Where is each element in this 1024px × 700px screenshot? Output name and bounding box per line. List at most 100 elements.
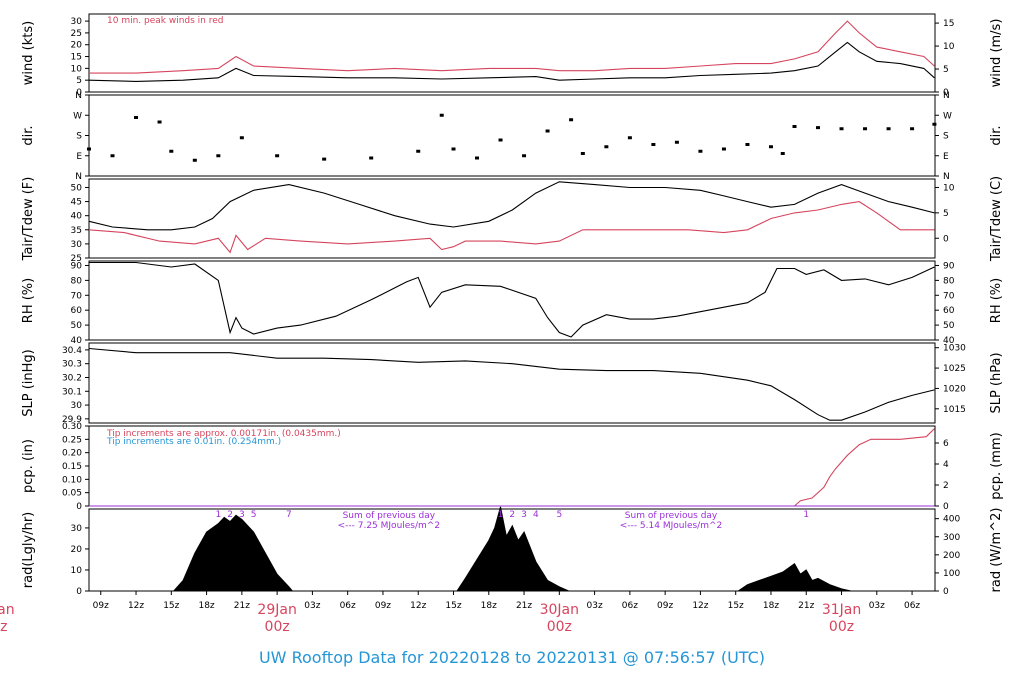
dir-right-tick-label: W xyxy=(943,111,952,121)
rh-right-tick-label: 90 xyxy=(943,261,955,271)
wind-left-tick-label: 10 xyxy=(71,64,83,74)
wind-frame xyxy=(88,13,936,93)
x-tick-label: 21z xyxy=(234,601,250,611)
rad-hour-mark: 3 xyxy=(521,510,527,520)
rad-right-tick-label: 400 xyxy=(943,515,960,525)
wind-left-tick-label: 15 xyxy=(71,53,82,63)
rad-hour-mark: 1 xyxy=(215,510,221,520)
x-tick-label: 15z xyxy=(163,601,179,611)
day-label-date: 29Jan xyxy=(257,602,296,618)
slp-left-tick-label: 30 xyxy=(71,401,83,411)
wind-right-tick-label: 10 xyxy=(943,42,955,52)
rad-right-tick-label: 0 xyxy=(943,587,949,597)
pcp-pcp-line xyxy=(89,428,935,507)
wind-ylabel-left: wind (kts) xyxy=(21,21,36,85)
pcp-left-tick-label: 0.15 xyxy=(62,462,82,472)
temp-Tair-line xyxy=(88,181,935,231)
dir-left-tick-label: N xyxy=(75,91,82,101)
rad-hour-mark: 1 xyxy=(498,510,504,520)
rad-left-tick-label: 20 xyxy=(71,545,83,555)
x-tick-label: 18z xyxy=(763,601,779,611)
dir-left-tick-label: E xyxy=(76,152,82,162)
x-tick-label: 06z xyxy=(622,601,638,611)
x-tick-label: 15z xyxy=(728,601,744,611)
temp-Tdew-line xyxy=(88,201,935,254)
day-label-hour: 00z xyxy=(829,619,854,635)
wind-left-tick-label: 25 xyxy=(71,29,82,39)
rad-hour-mark: 2 xyxy=(227,510,233,520)
x-tick-label: 03z xyxy=(869,601,885,611)
slp-left-tick-label: 29.9 xyxy=(62,415,82,425)
slp-right-tick-label: 1030 xyxy=(943,344,966,354)
wind-left-tick-label: 20 xyxy=(71,41,83,51)
rh-right-tick-label: 60 xyxy=(943,306,955,316)
dir-right-tick-label: N xyxy=(943,172,950,182)
wind-note: 10 min. peak winds in red xyxy=(107,16,224,26)
dir-ylabel-left: dir. xyxy=(21,125,36,145)
slp-right-tick-label: 1025 xyxy=(943,364,966,374)
x-tick-label: 06z xyxy=(340,601,356,611)
pcp-right-tick-label: 6 xyxy=(943,439,949,449)
wind-wind-line xyxy=(88,41,935,82)
day-label-hour: 00z xyxy=(0,619,8,635)
x-tick-label: 18z xyxy=(198,601,214,611)
rad-left-tick-label: 30 xyxy=(71,524,83,534)
rh-left-tick-label: 60 xyxy=(71,306,83,316)
rad-right-tick-label: 300 xyxy=(943,533,960,543)
x-tick-label: 12z xyxy=(692,601,708,611)
page-title: UW Rooftop Data for 20220128 to 20220131… xyxy=(258,648,766,667)
dir-right-tick-label: E xyxy=(943,152,949,162)
rad-hour-mark: 7 xyxy=(286,510,292,520)
wind-right-tick-label: 15 xyxy=(943,19,954,29)
x-tick-label: 21z xyxy=(798,601,814,611)
temp-left-tick-label: 30 xyxy=(71,240,83,250)
x-tick-label: 06z xyxy=(904,601,920,611)
temp-left-tick-label: 45 xyxy=(71,198,82,208)
rad-sum-line2: <--- 5.14 MJoules/m^2 xyxy=(620,521,722,531)
rad-hour-mark: 5 xyxy=(556,510,562,520)
wind-peak-line xyxy=(89,20,935,74)
pcp-note-1: Tip increments are approx. 0.00171in. (0… xyxy=(106,429,341,439)
rad-sum-line1: Sum of previous day xyxy=(343,511,436,521)
pcp-right-tick-label: 2 xyxy=(943,481,949,491)
x-tick-label: 21z xyxy=(516,601,532,611)
dir-left-tick-label: N xyxy=(75,172,82,182)
x-tick-label: 18z xyxy=(481,601,497,611)
rad-sum-line2: <--- 7.25 MJoules/m^2 xyxy=(338,521,440,531)
rh-left-tick-label: 90 xyxy=(71,261,83,271)
rh-left-tick-label: 80 xyxy=(71,276,83,286)
temp-right-tick-label: 5 xyxy=(943,209,949,219)
rad-right-tick-label: 100 xyxy=(943,569,960,579)
rh-right-tick-label: 70 xyxy=(943,291,955,301)
pcp-left-tick-label: 0.30 xyxy=(62,422,82,432)
temp-left-tick-label: 25 xyxy=(71,254,82,264)
temp-frame xyxy=(88,178,936,259)
x-tick-label: 09z xyxy=(657,601,673,611)
day-label-date: 28Jan xyxy=(0,602,15,618)
rad-hour-mark: 4 xyxy=(533,510,539,520)
rad-left-tick-label: 0 xyxy=(76,587,82,597)
pcp-left-tick-label: 0.10 xyxy=(62,475,82,485)
x-tick-label: 03z xyxy=(304,601,320,611)
x-tick-label: 12z xyxy=(410,601,426,611)
dir-left-tick-label: W xyxy=(73,111,82,121)
rh-RH-line xyxy=(89,261,935,338)
wind-right-tick-label: 5 xyxy=(943,65,949,75)
rad-hour-mark: 3 xyxy=(239,510,245,520)
dir-ylabel-right: dir. xyxy=(989,125,1004,145)
rh-right-tick-label: 80 xyxy=(943,276,955,286)
slp-ylabel-right: SLP (hPa) xyxy=(989,352,1004,413)
rh-right-tick-label: 40 xyxy=(943,336,955,346)
rad-sum-line1: Sum of previous day xyxy=(625,511,718,521)
rad-left-tick-label: 10 xyxy=(71,566,83,576)
pcp-right-tick-label: 0 xyxy=(943,502,949,512)
pcp-ylabel-right: pcp. (mm) xyxy=(989,432,1004,499)
x-tick-label: 03z xyxy=(587,601,603,611)
temp-left-tick-label: 50 xyxy=(71,183,83,193)
x-tick-label: 12z xyxy=(128,601,144,611)
wind-left-tick-label: 0 xyxy=(76,88,82,98)
temp-right-tick-label: 10 xyxy=(943,183,955,193)
slp-right-tick-label: 1015 xyxy=(943,405,966,415)
rad-rad-area xyxy=(172,506,852,592)
